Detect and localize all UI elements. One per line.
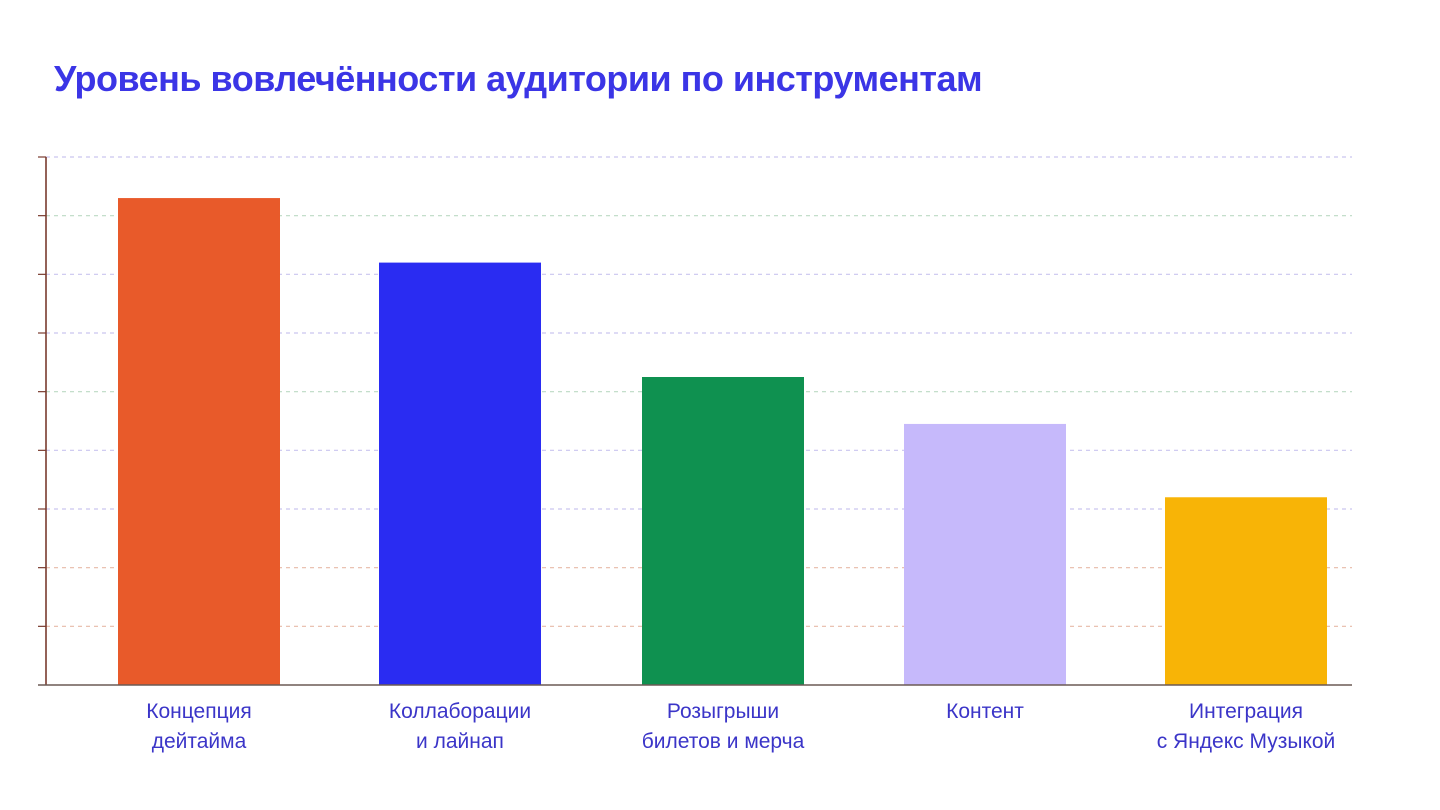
x-tick-label-line: билетов и мерча [642, 730, 805, 753]
x-tick-label: Коллаборации и лайнап [389, 700, 531, 753]
x-tick-label-line: Интеграция [1189, 700, 1303, 723]
bar [379, 262, 541, 685]
x-tick-label-line: Концепция [146, 700, 251, 723]
x-tick-label-line: и лайнап [416, 730, 504, 753]
x-tick-label-line: дейтайма [152, 730, 247, 753]
bar [904, 423, 1066, 685]
category-labels: Концепция дейтайма Коллаборации и лайнап Роз… [146, 700, 1335, 753]
x-tick-label-line: Коллаборации [389, 700, 531, 723]
x-tick-label-line: Розыгрыши [667, 700, 779, 723]
bar [642, 377, 804, 685]
bar [1165, 497, 1327, 685]
x-tick-label: Концепция дейтайма [146, 700, 251, 753]
x-tick-label: Контент [946, 700, 1024, 723]
x-tick-label-line: Контент [946, 700, 1024, 723]
x-tick-label: Интеграция с Яндекс Музыкой [1157, 700, 1336, 753]
x-tick-label: Розыгрыши билетов и мерча [642, 700, 805, 753]
bars [118, 198, 1327, 686]
bar [118, 198, 280, 686]
axes [38, 156, 1352, 686]
chart-title: Уровень вовлечённости аудитории по инстр… [54, 58, 983, 99]
x-tick-label-line: с Яндекс Музыкой [1157, 730, 1336, 753]
